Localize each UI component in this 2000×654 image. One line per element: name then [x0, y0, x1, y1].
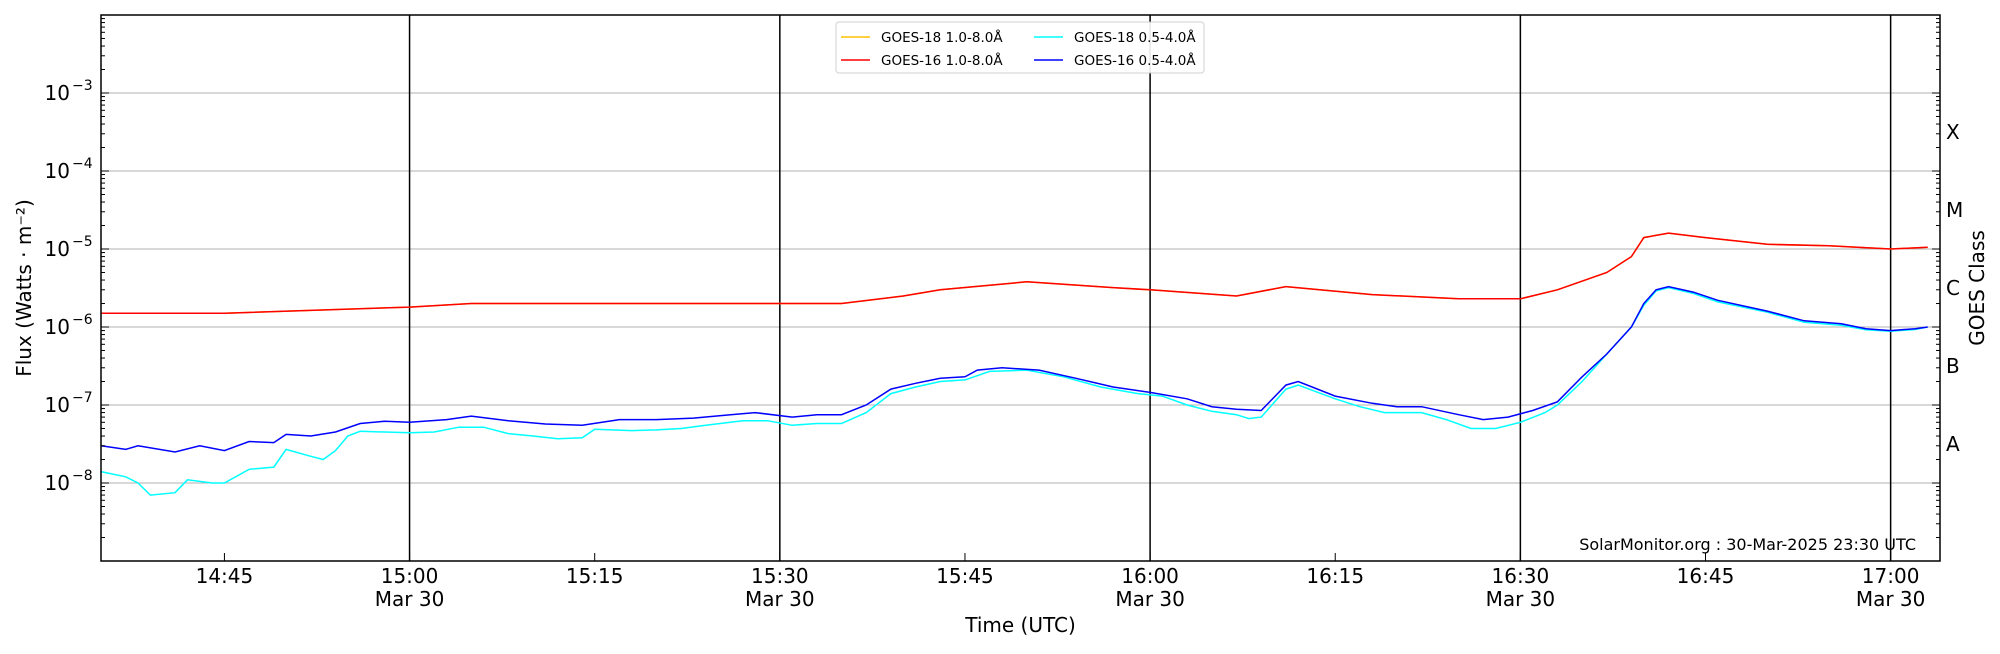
- y-tick-label: 10: [45, 471, 70, 495]
- x-tick-label: 15:15: [566, 564, 624, 588]
- x-tick-label: 16:30: [1492, 564, 1550, 588]
- x-tick-label: 16:15: [1306, 564, 1364, 588]
- x-tick-date: Mar 30: [375, 587, 445, 611]
- x-tick-label: 16:45: [1677, 564, 1735, 588]
- legend-label: GOES-18 1.0-8.0Å: [881, 29, 1003, 46]
- goes-class-label: X: [1946, 120, 1960, 144]
- y-tick-exponent: −8: [72, 468, 93, 484]
- legend-label: GOES-18 0.5-4.0Å: [1074, 29, 1196, 46]
- y-tick-exponent: −5: [72, 234, 93, 250]
- x-tick-label: 15:45: [936, 564, 994, 588]
- y-tick-label: 10: [45, 237, 70, 261]
- plot-frame: [100, 14, 1941, 562]
- series-line-3: [100, 285, 1928, 453]
- x-tick-date: Mar 30: [1486, 587, 1556, 611]
- x-tick-label: 17:00: [1862, 564, 1920, 588]
- x-tick-label: 14:45: [196, 564, 254, 588]
- y-tick-label: 10: [45, 315, 70, 339]
- source-annotation: SolarMonitor.org : 30-Mar-2025 23:30 UTC: [1579, 535, 1916, 554]
- goes-class-label: C: [1946, 276, 1960, 300]
- goes-class-label: M: [1946, 198, 1963, 222]
- x-tick-date: Mar 30: [1115, 587, 1185, 611]
- y-tick-label: 10: [45, 393, 70, 417]
- goes-class-label: A: [1946, 432, 1960, 456]
- x-axis-label: Time (UTC): [964, 613, 1076, 637]
- y-tick-label: 10: [45, 159, 70, 183]
- y-axis-label-right: GOES Class: [1965, 230, 1989, 346]
- y-tick-label: 10: [45, 81, 70, 105]
- x-tick-label: 15:00: [381, 564, 439, 588]
- x-tick-label: 16:00: [1121, 564, 1179, 588]
- legend-box: [835, 21, 1205, 74]
- x-tick-date: Mar 30: [745, 587, 815, 611]
- legend-label: GOES-16 1.0-8.0Å: [881, 52, 1003, 69]
- legend-label: GOES-16 0.5-4.0Å: [1074, 52, 1196, 69]
- x-tick-label: 15:30: [751, 564, 809, 588]
- y-tick-exponent: −4: [72, 156, 93, 172]
- y-tick-exponent: −3: [72, 78, 93, 94]
- series-line-1: [101, 232, 1928, 315]
- y-axis-label: Flux (Watts · m⁻²): [12, 199, 36, 377]
- x-tick-date: Mar 30: [1856, 587, 1926, 611]
- series-line-2: [100, 286, 1928, 496]
- series-line-0: [101, 232, 1928, 315]
- y-tick-exponent: −6: [72, 312, 93, 328]
- goes-class-label: B: [1946, 354, 1960, 378]
- y-tick-exponent: −7: [72, 390, 93, 406]
